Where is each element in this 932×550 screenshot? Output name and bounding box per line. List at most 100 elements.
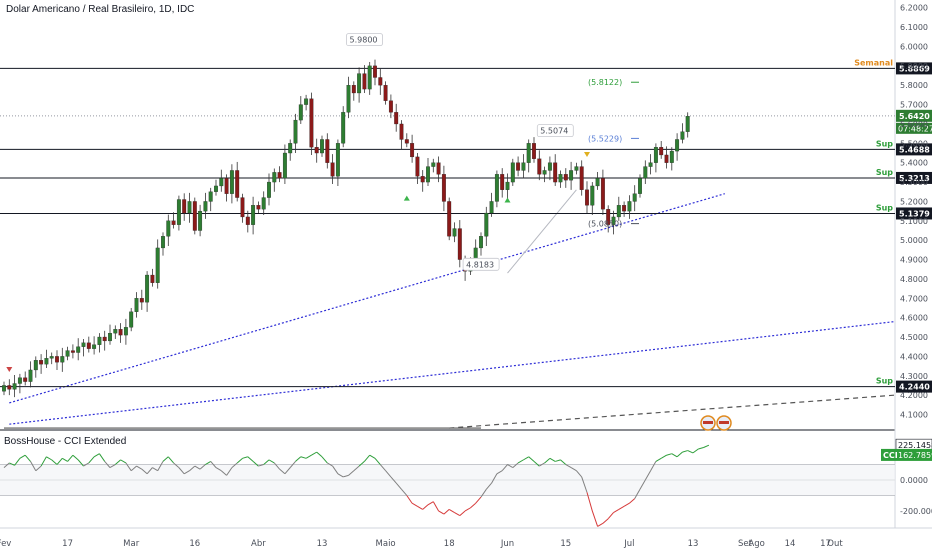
candle-body [92, 344, 97, 349]
cci-segment [555, 459, 561, 462]
cci-segment [480, 489, 487, 498]
callout-box [536, 124, 574, 138]
cci-segment [703, 444, 710, 448]
price-tick-label: 5.3000 [900, 178, 928, 187]
candle-body [203, 201, 208, 212]
cci-segment [438, 510, 445, 515]
candle-body [320, 139, 324, 154]
level-label-bg [896, 380, 932, 393]
price-annotation: 5.5074 [540, 127, 568, 136]
callout-box [346, 33, 383, 47]
candle-body [314, 147, 319, 154]
candle-body [309, 98, 314, 148]
cci-segment [401, 488, 408, 496]
cci-segment [660, 454, 667, 459]
signal-marker [504, 197, 511, 203]
candle-body [505, 181, 510, 190]
price-tick-label: 4.1000 [900, 411, 928, 420]
cci-segment [141, 468, 148, 475]
candle-body [60, 356, 65, 363]
candle-body [494, 174, 499, 202]
price-grid [0, 0, 932, 529]
callout-box [462, 257, 500, 271]
cci-segment [289, 461, 296, 468]
candle-body [341, 112, 346, 144]
price-annotation: 5.9800 [350, 36, 378, 45]
cci-segment [194, 465, 201, 470]
price-tick-label: 4.7000 [900, 294, 928, 303]
candle-body [145, 274, 150, 303]
price-axis[interactable]: 6.2000 6.1000 6.0000 5.9000 5.8000 5.7000 5.60… [900, 4, 928, 420]
cci-segment [602, 518, 609, 524]
time-tick-label: 13 [688, 539, 699, 549]
candle-body [161, 236, 165, 249]
cci-segment [157, 461, 164, 471]
cci-segment [353, 465, 360, 472]
candle-body [600, 178, 605, 210]
level-tag: Sup [876, 377, 893, 386]
cci-segment [279, 468, 286, 475]
cci-segment [14, 458, 21, 466]
cci-segment [682, 450, 688, 453]
level-tag: Semanal [854, 58, 893, 67]
level-label-bg [896, 171, 932, 184]
price-tick-label: 5.8000 [900, 81, 928, 90]
candle-body [547, 162, 552, 171]
event-flags[interactable] [700, 415, 732, 431]
time-axis[interactable]: Fev 17 Mar 16 Abr 13 Maio 18 Jun 15 Jul 13 Ago 17 Set 1… [0, 539, 843, 549]
candle-body [574, 166, 579, 171]
price-annotations: 5.9800 5.5074 4.8183 (5.8122) (5.5229) (5.085… [6, 33, 639, 372]
cci-segment [512, 462, 519, 468]
candle-body [653, 147, 658, 163]
candle-body [394, 112, 399, 125]
candle-body [240, 197, 245, 218]
cci-segment [88, 456, 95, 464]
countdown-label: 07:48:27 [898, 124, 932, 133]
cci-segment [539, 462, 545, 467]
candle-body [537, 158, 542, 175]
cci-segment [623, 502, 630, 507]
level-tag: Sup [876, 139, 893, 148]
candles [2, 59, 690, 398]
candle-body [298, 104, 303, 121]
cci-segment [136, 465, 143, 470]
cci-segment [125, 462, 132, 471]
candle-body [251, 205, 256, 225]
price-tick-label: 5.6000 [900, 120, 928, 129]
cci-segment [650, 461, 657, 471]
cci-segment [178, 467, 185, 475]
cci-segment [523, 456, 529, 461]
cci-segment [427, 501, 434, 506]
candle-body [627, 201, 632, 212]
cci-segment [93, 453, 100, 458]
price-tick-label: 6.1000 [900, 23, 928, 32]
candle-body [81, 342, 86, 347]
candle-body [304, 98, 309, 105]
cci-segment [189, 465, 196, 472]
candle-body [28, 369, 33, 382]
cci-segment [300, 456, 307, 459]
chart-title: Dolar Americano / Real Brasileiro, 1D, I… [6, 4, 194, 15]
candle-body [638, 178, 642, 194]
cci-segment [692, 448, 699, 454]
candle-body [2, 385, 6, 392]
flag-stripe [719, 421, 729, 424]
candle-body [669, 150, 674, 163]
time-tick-label: 17 [62, 539, 73, 549]
cci-segment [549, 457, 556, 462]
level-label: 5.3213 [899, 174, 930, 183]
candle-body [489, 201, 494, 214]
cci-segment [698, 447, 704, 450]
cci-segment [607, 512, 614, 520]
price-tick-label: 4.3000 [900, 372, 928, 381]
cci-segment [348, 470, 355, 476]
cci-segment [258, 464, 264, 467]
cci-segment [597, 522, 604, 527]
cci-segment [51, 459, 58, 465]
time-tick-label: Out [827, 539, 843, 549]
candle-body [632, 193, 637, 202]
cci-segment [284, 467, 291, 475]
cci-segment [533, 461, 540, 467]
cci-segment [395, 482, 402, 490]
